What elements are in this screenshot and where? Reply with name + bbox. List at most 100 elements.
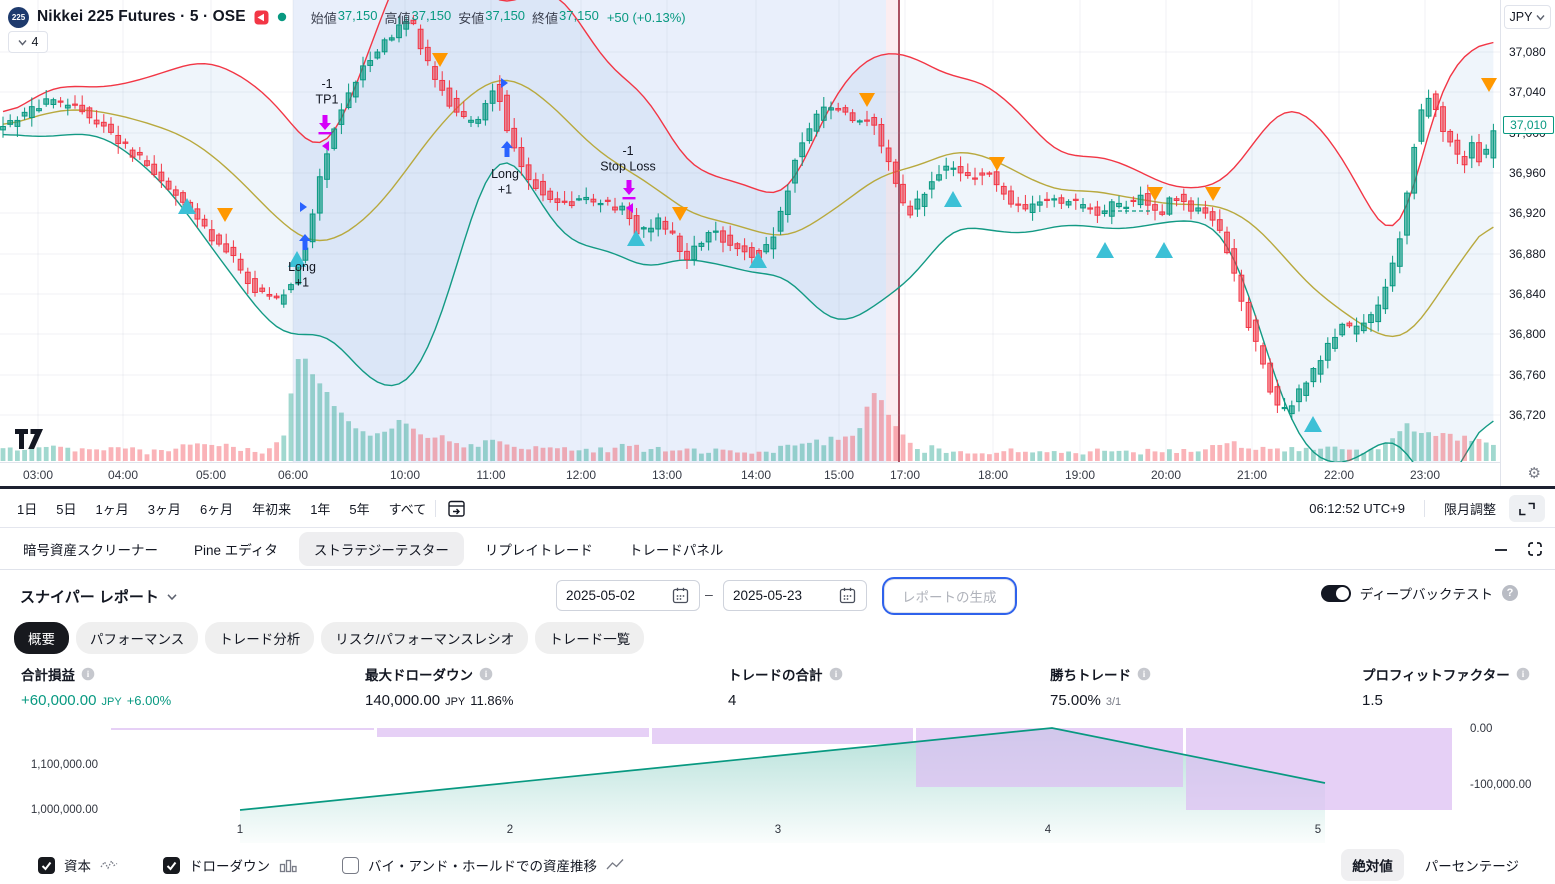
- candle-body: [885, 147, 892, 163]
- market-status-icon[interactable]: [254, 10, 269, 25]
- candle-body: [979, 172, 986, 176]
- equity-chart[interactable]: [0, 716, 1555, 846]
- volume-bar: [108, 447, 114, 461]
- info-icon[interactable]: i: [829, 667, 843, 681]
- time-axis-label: 15:00: [823, 468, 855, 482]
- info-icon[interactable]: i: [81, 667, 95, 681]
- date-from-input[interactable]: 2025-05-02: [556, 580, 700, 611]
- stat-block: トレードの合計 i 4: [728, 664, 843, 709]
- date-to-input[interactable]: 2025-05-23: [723, 580, 867, 611]
- indicator-collapse-badge[interactable]: 4: [8, 31, 48, 53]
- volume-bar: [288, 393, 294, 461]
- strategy-selector[interactable]: スナイパー レポート: [20, 586, 177, 607]
- range-button[interactable]: 5日: [56, 502, 77, 517]
- deep-backtest-toggle[interactable]: [1320, 584, 1351, 602]
- minimize-icon[interactable]: [1493, 541, 1509, 557]
- candle-body: [237, 258, 244, 271]
- trade-number-label: 2: [506, 824, 514, 836]
- go-to-date-icon[interactable]: [446, 498, 467, 519]
- ohlc-value: 37,150: [485, 7, 526, 23]
- bollinger-upper-line: [2, 0, 1494, 227]
- candle-body: [547, 190, 554, 200]
- date-to-value: 2025-05-23: [733, 588, 803, 603]
- legend-checkbox-item[interactable]: 資本: [38, 855, 119, 875]
- report-subtab[interactable]: トレード分析: [205, 622, 315, 654]
- panel-tab[interactable]: Pine エディタ: [194, 543, 278, 558]
- range-button[interactable]: 5年: [349, 502, 370, 517]
- range-button[interactable]: 3ヶ月: [147, 502, 181, 517]
- checkbox[interactable]: [342, 856, 359, 874]
- pane-resize-handle[interactable]: [0, 486, 1555, 489]
- range-button[interactable]: すべて: [388, 502, 427, 517]
- candle-body: [381, 39, 388, 53]
- candle-body: [525, 164, 532, 181]
- generate-report-button[interactable]: レポートの生成: [884, 579, 1015, 613]
- drawdown-band: [1186, 728, 1452, 810]
- maximize-icon[interactable]: [1527, 541, 1543, 557]
- volume-bar: [1203, 449, 1208, 461]
- candle-body: [295, 267, 302, 285]
- volume-bar: [1037, 451, 1043, 461]
- range-button[interactable]: 1日: [17, 502, 38, 517]
- volume-bar: [1426, 432, 1431, 461]
- tradingview-logo[interactable]: [14, 428, 44, 455]
- volume-bar: [994, 452, 999, 461]
- info-icon[interactable]: i: [1516, 667, 1530, 681]
- checkbox[interactable]: [38, 856, 55, 874]
- candle-body: [972, 177, 978, 180]
- currency-selector[interactable]: JPY: [1504, 5, 1551, 29]
- price-axis[interactable]: 37,08037,04037,00036,96036,92036,88036,8…: [1500, 0, 1555, 486]
- symbol-title[interactable]: Nikkei 225 Futures · 5 · OSE: [37, 8, 246, 25]
- range-button[interactable]: 年初来: [252, 502, 292, 517]
- report-subtab[interactable]: リスク/パフォーマンスレシオ: [321, 622, 529, 654]
- exit-arrow-icon: [623, 180, 635, 195]
- volume-bar: [828, 436, 834, 461]
- info-icon[interactable]: i: [1137, 667, 1151, 681]
- candle-body: [993, 171, 1000, 186]
- volume-bar: [123, 448, 128, 461]
- value-mode-button[interactable]: パーセンテージ: [1424, 859, 1519, 874]
- ohlc-item: 安値 37,150: [458, 8, 525, 27]
- sell-marker-icon: [859, 93, 875, 107]
- candle-body: [770, 236, 777, 250]
- clock[interactable]: 06:12:52 UTC+9: [1309, 501, 1405, 516]
- info-icon[interactable]: i: [479, 667, 493, 681]
- volume-bar: [346, 421, 351, 461]
- volume-bar: [871, 393, 877, 461]
- volume-bar: [1152, 451, 1158, 461]
- panel-tab[interactable]: 暗号資産スクリーナー: [23, 543, 158, 558]
- volume-bar: [1095, 448, 1100, 461]
- drawdown-band: [111, 728, 374, 730]
- volume-bar: [180, 444, 186, 461]
- candle-body: [849, 112, 856, 122]
- auto-scale-button[interactable]: [1509, 495, 1545, 522]
- range-button[interactable]: 1年: [310, 502, 331, 517]
- report-subtab[interactable]: 概要: [14, 622, 69, 654]
- candle-body: [115, 134, 122, 144]
- contract-adjust-button[interactable]: 限月調整: [1443, 502, 1496, 517]
- trade-number-label: 5: [1314, 824, 1322, 836]
- volume-bar: [425, 437, 431, 461]
- axis-settings-gear-icon[interactable]: ⚙: [1527, 464, 1541, 482]
- legend-checkbox-item[interactable]: ドローダウン: [163, 855, 298, 875]
- report-subtab[interactable]: パフォーマンス: [76, 622, 199, 654]
- range-button[interactable]: 1ヶ月: [95, 502, 129, 517]
- price-chart[interactable]: -1 TP1 Long +1 Long +1 -1 Stop Loss: [0, 0, 1500, 462]
- range-button[interactable]: 6ヶ月: [199, 502, 234, 517]
- panel-tab[interactable]: トレードパネル: [628, 543, 724, 558]
- value-mode-button[interactable]: 絶対値: [1341, 849, 1404, 881]
- checkbox[interactable]: [163, 856, 180, 874]
- candle-body: [540, 180, 546, 196]
- price-axis-label: 36,920: [1509, 206, 1546, 220]
- time-axis-label: 20:00: [1150, 468, 1182, 482]
- candle-body: [374, 51, 381, 59]
- data-status-dot-icon[interactable]: [277, 12, 287, 22]
- panel-tab[interactable]: リプレイトレード: [484, 543, 593, 558]
- time-axis[interactable]: 03:00 04:00 05:00 06:00 10:00 11:00 12:00 13:00…: [0, 462, 1500, 487]
- help-icon[interactable]: ?: [1502, 585, 1518, 601]
- panel-tab[interactable]: ストラテジーテスター: [298, 532, 464, 566]
- report-subtab[interactable]: トレード一覧: [535, 622, 645, 654]
- change-value: +50 (+0.13%): [606, 9, 686, 25]
- volume-bar: [727, 450, 733, 461]
- legend-checkbox-item[interactable]: バイ・アンド・ホールドでの資産推移: [342, 855, 625, 875]
